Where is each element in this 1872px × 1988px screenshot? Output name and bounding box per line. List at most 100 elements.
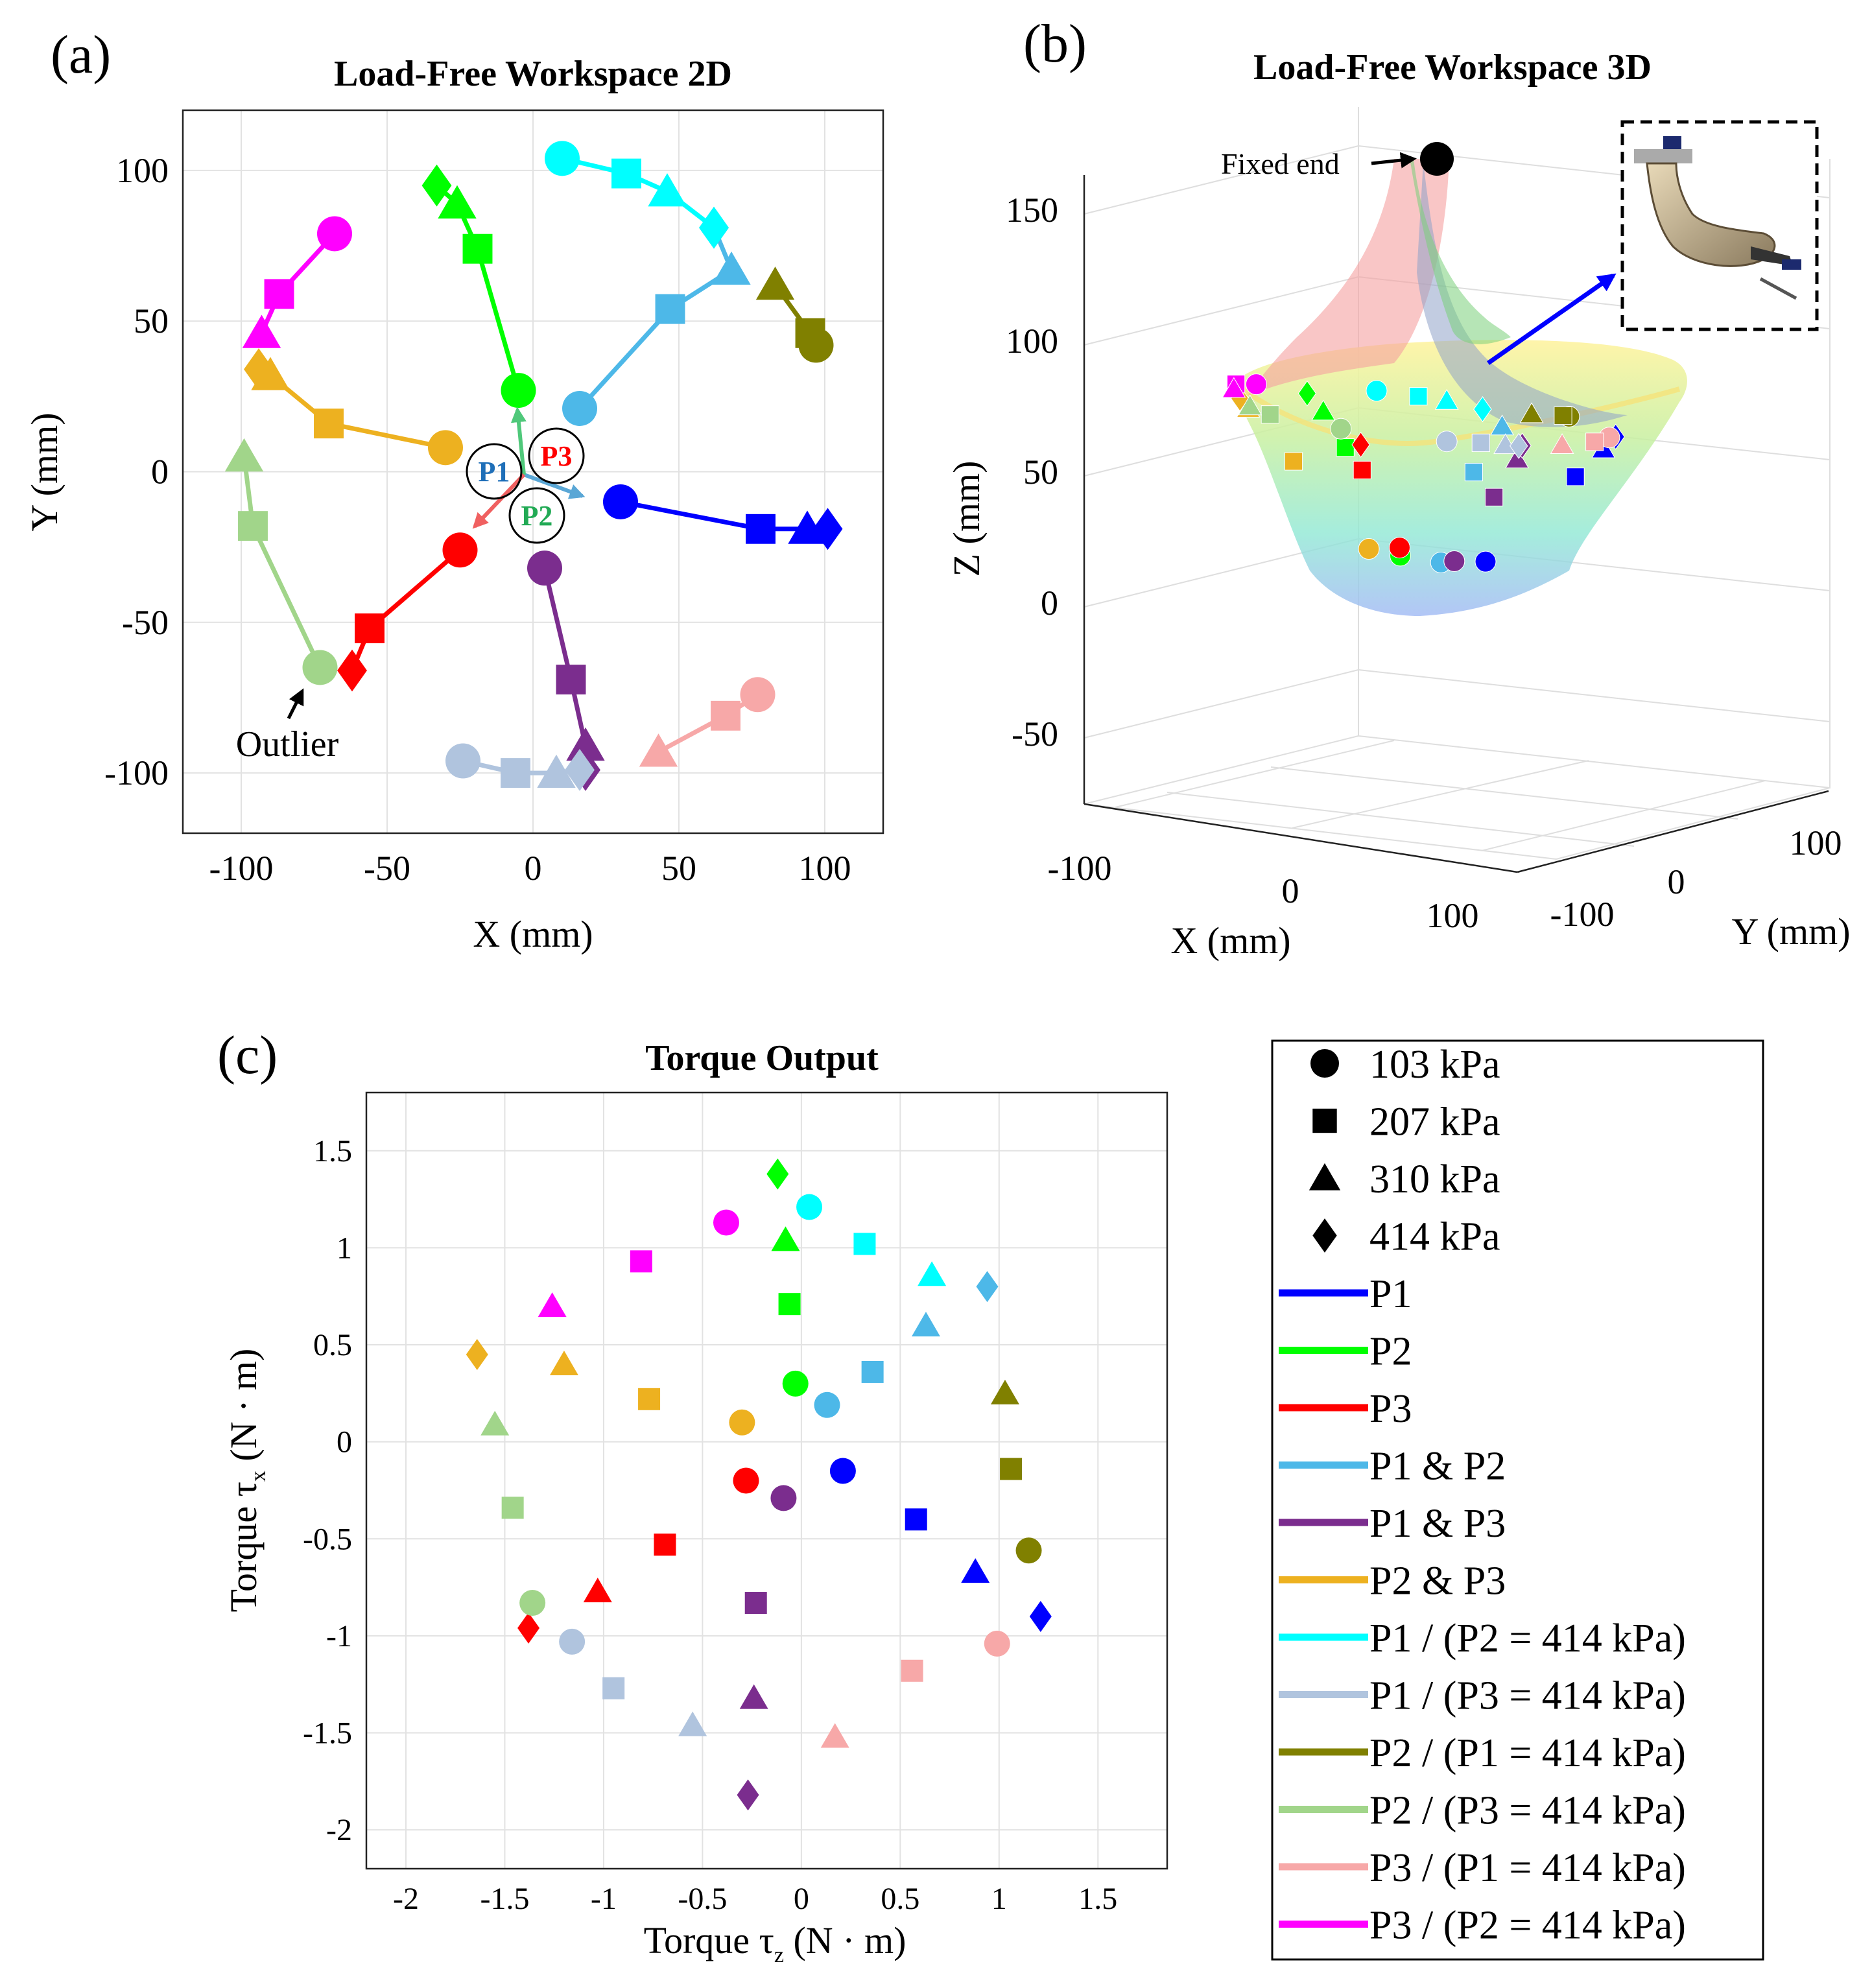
point-p2-p1-414-kpa-triangle [990, 1379, 1019, 1404]
point-p2-circle [501, 373, 536, 408]
point-p2-p3-diamond [244, 348, 274, 390]
point-p3-p1-414-kpa-square [901, 1659, 923, 1682]
x-tick-label: -2 [393, 1882, 419, 1916]
point-p3-p1-414-kpa-triangle [639, 733, 678, 767]
point-p1-p2-414-kpa-triangle [648, 173, 687, 207]
point-p3-p1-414-kpa-square [711, 700, 741, 731]
panel-c-ticks: -2 -1.5 -1 -0.5 0 0.5 1 1.5 -2 -1.5 -1 -0.5 0 0.5 1 1.5 [303, 1134, 1117, 1916]
point-p3-p2-414-kpa-circle [713, 1209, 739, 1236]
point-p2-p1-414-kpa-triangle [755, 266, 795, 300]
legend-label: P1 / (P2 = 414 kPa) [1369, 1616, 1686, 1661]
legend-marker-diamond [1312, 1218, 1337, 1253]
point-p2-circle [782, 1370, 809, 1397]
y-tick-label: -50 [122, 603, 169, 642]
point-p1-p3-diamond [737, 1779, 759, 1811]
point-p2-p1-414-kpa-square [1000, 1458, 1023, 1480]
series-line-p2 [435, 183, 521, 392]
point-p2-triangle [771, 1226, 800, 1251]
legend-label: P1 / (P3 = 414 kPa) [1369, 1674, 1686, 1718]
point-p3-p1-414-kpa-circle [984, 1630, 1010, 1657]
point3d-p3-p2-414-kpa-triangle [1222, 377, 1246, 398]
series-line-p3 [350, 548, 462, 672]
point-p2-p3-414-kpa-square [501, 1497, 524, 1519]
x-tick-label: 1.5 [1078, 1882, 1117, 1916]
y-tick-label: -1 [326, 1619, 352, 1653]
y-tick-label: -2 [326, 1813, 352, 1847]
p3-vector-circle [528, 427, 585, 484]
point3d-p1-square [1566, 467, 1585, 486]
point-p2-p3-triangle [549, 1350, 578, 1375]
point3d-p1-p2-414-kpa-square [1409, 387, 1428, 406]
p2-vector-arrow [510, 407, 527, 475]
point-p1-p3-square [556, 665, 586, 695]
x-tick-label: -1 [591, 1882, 617, 1916]
legend-label: 103 kPa [1369, 1043, 1500, 1087]
point-p1-p2-414-kpa-triangle [918, 1261, 947, 1286]
point-p1-circle [603, 484, 638, 519]
x-tick-label: 50 [661, 849, 696, 888]
point-p3-triangle [583, 1578, 612, 1603]
panel-a-label: (a) [51, 25, 111, 85]
point-p2-p1-414-kpa-square [795, 318, 825, 348]
legend-marker-square [1312, 1108, 1337, 1133]
panel-b-ylabel: Y (mm) [1731, 910, 1850, 953]
x-tick-label: -50 [364, 849, 410, 888]
panel-c-xlabel-unit: (N · m) [784, 1919, 906, 1961]
point-p1-p3-triangle [566, 727, 605, 761]
point-p1-p3-414-kpa-circle [445, 743, 480, 779]
legend-label: 207 kPa [1369, 1100, 1500, 1144]
point-p1-triangle [961, 1558, 990, 1583]
point3d-p3-p1-414-kpa-triangle [1550, 433, 1574, 455]
point-p1-p2-414-kpa-square [611, 158, 641, 189]
y-tick-label: -0.5 [303, 1522, 352, 1556]
x-tick-label: -1.5 [480, 1882, 529, 1916]
fixed-end-point [1420, 142, 1454, 176]
svg-text:50: 50 [1023, 453, 1058, 491]
series-line-p1 [620, 499, 828, 532]
p3-vector-arrow [472, 473, 526, 529]
point-p2-square [462, 233, 493, 264]
point-p3-p2-414-kpa-square [630, 1250, 652, 1273]
panel-c-axes-box [365, 1091, 1168, 1870]
panel-b-title: Load-Free Workspace 3D [1253, 47, 1652, 88]
legend-label: P2 & P3 [1369, 1559, 1506, 1603]
panel-b-axes [1083, 175, 1829, 873]
x-tick-label: 1 [991, 1882, 1007, 1916]
panel-a-xlabel: X (mm) [473, 913, 593, 955]
outlier-arrow [287, 688, 304, 720]
panel-c-ylabel: Torque τx (N · m) [222, 1349, 270, 1613]
point-p2-p3-414-kpa-circle [302, 650, 338, 685]
point-p2-p3-circle [729, 1409, 755, 1436]
point-p2-diamond [421, 164, 452, 207]
svg-text:0: 0 [1282, 871, 1299, 910]
point-p2-p3-circle [428, 430, 463, 466]
point3d-p1-circle [1475, 550, 1497, 573]
point-p1-p2-414-kpa-circle [545, 141, 580, 176]
panel-c-grid [366, 1093, 1167, 1869]
point3d-p2-p3-square [1284, 452, 1303, 471]
point-p2-p1-414-kpa-circle [1015, 1537, 1042, 1564]
legend-label: P2 / (P3 = 414 kPa) [1369, 1789, 1686, 1833]
panel-a-axes-box [182, 109, 884, 834]
point3d-p3-p2-414-kpa-circle [1245, 373, 1267, 396]
x-tick-label: -100 [209, 849, 274, 888]
fixed-end-label: Fixed end [1221, 147, 1340, 180]
y-tick-label: 1 [337, 1231, 352, 1265]
p1-vector-arrow [523, 473, 586, 499]
point3d-p1-p3-triangle [1505, 447, 1530, 469]
point-p3-diamond [337, 649, 367, 692]
panel-a-vectors: P1 P3 P2 [466, 407, 586, 544]
svg-text:100: 100 [1006, 322, 1058, 361]
point3d-p1-p2-triangle [1490, 414, 1515, 436]
legend-label: P1 & P2 [1369, 1445, 1506, 1489]
y-tick-label: 0 [151, 453, 169, 491]
point3d-p2-p1-414-kpa-square [1554, 406, 1572, 425]
point-p2-square [778, 1293, 801, 1316]
x-tick-label: 100 [799, 849, 851, 888]
series-line-p1-p2-414-kpa [562, 156, 716, 230]
panel-a-title: Load-Free Workspace 2D [334, 54, 732, 94]
point3d-p1-p3-414-kpa-diamond [1509, 432, 1528, 459]
legend-label: P2 [1369, 1330, 1412, 1374]
point-p1-square [746, 514, 776, 544]
x-tick-label: 0 [794, 1882, 809, 1916]
